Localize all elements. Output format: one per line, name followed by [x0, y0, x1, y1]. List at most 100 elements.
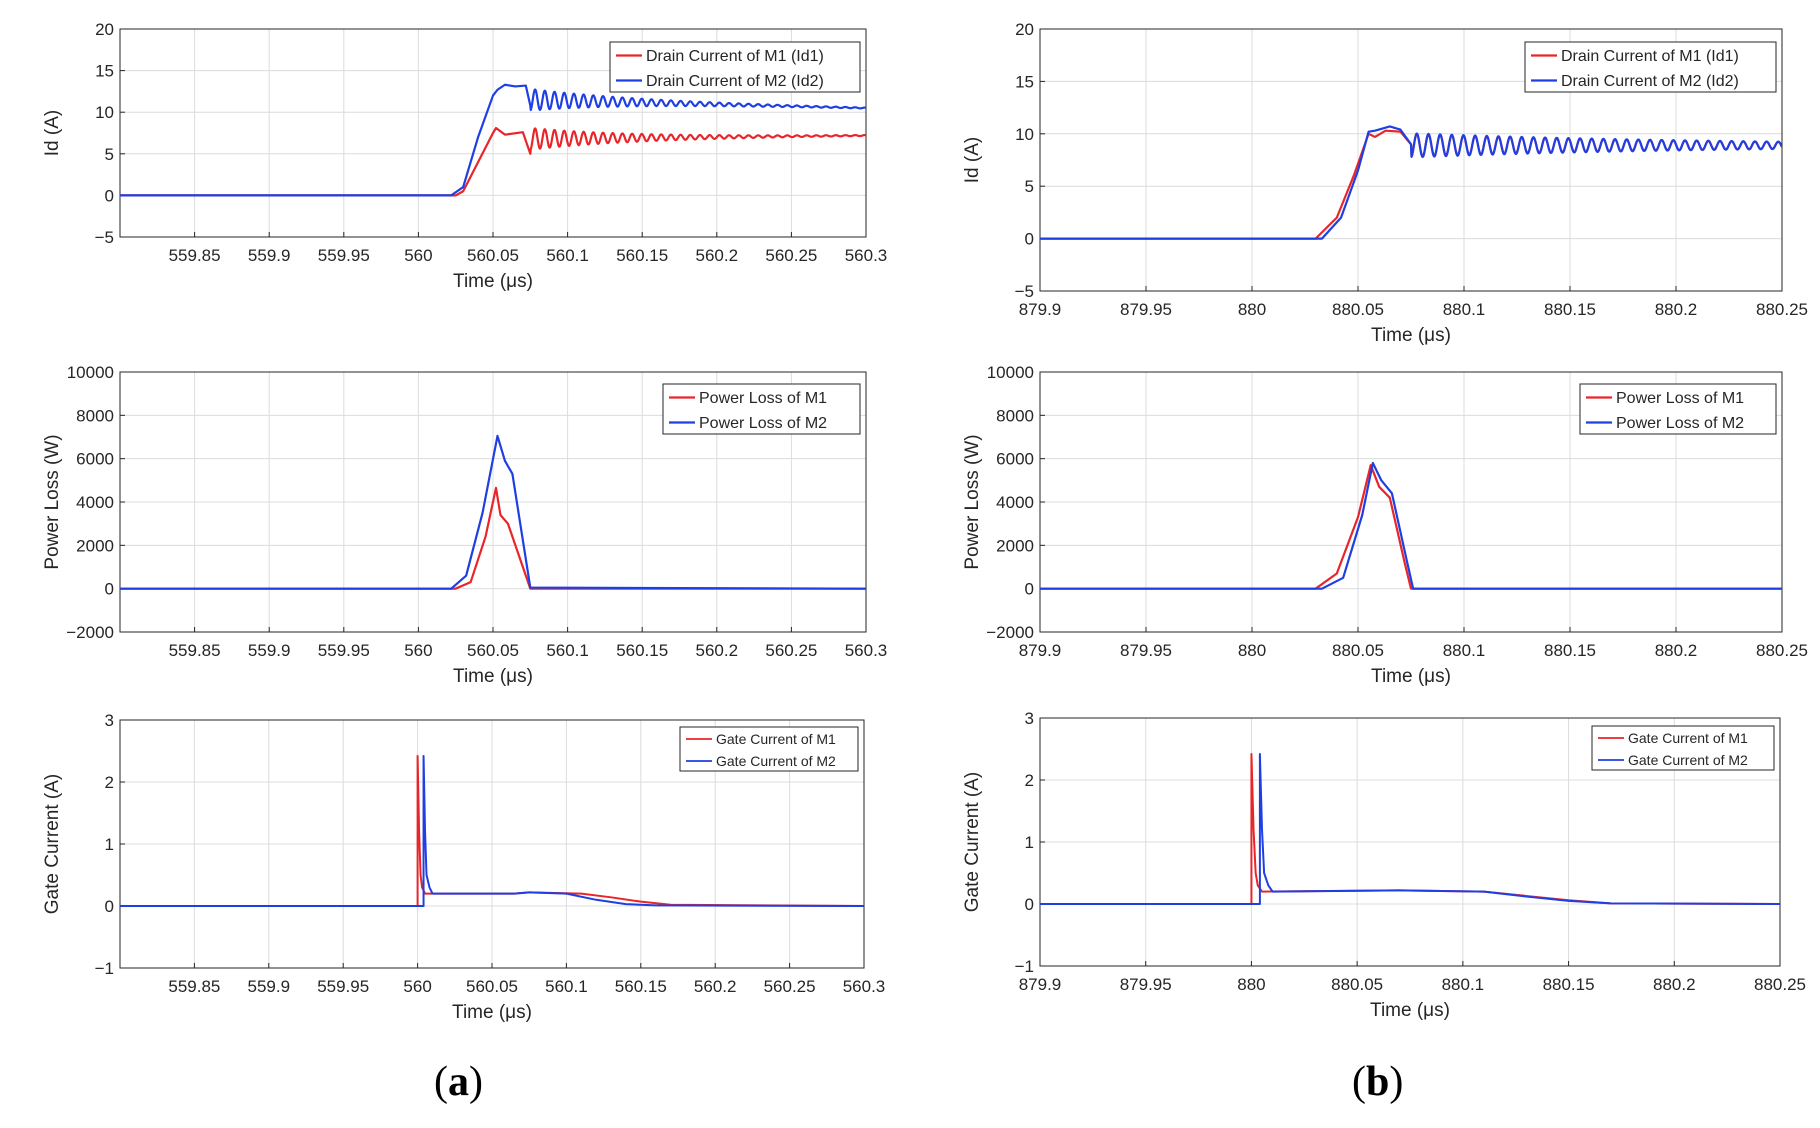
caption-b: (b) — [1352, 1059, 1404, 1105]
legend-label: Drain Current of M2 (Id2) — [646, 73, 824, 90]
x-tick-label: 560.05 — [467, 641, 519, 660]
x-axis-label: Time (μs) — [453, 666, 533, 687]
y-axis-label: Power Loss (W) — [42, 434, 63, 569]
y-tick-label: 6000 — [76, 450, 114, 469]
y-tick-label: 0 — [1025, 895, 1034, 914]
series-line-m1 — [1040, 464, 1782, 590]
y-tick-label: 15 — [1015, 72, 1034, 91]
y-tick-label: 3 — [1025, 709, 1034, 728]
x-tick-label: 560.1 — [546, 641, 589, 660]
x-tick-label: 560.15 — [615, 977, 667, 996]
y-tick-label: 2 — [105, 773, 114, 792]
chart-b-drain: 879.9 879.95 880 880.05 880.1 880.15 880.2 880.… — [962, 20, 1808, 346]
y-tick-label: 4000 — [76, 493, 114, 512]
x-tick-label: 879.95 — [1120, 300, 1172, 319]
legend-label: Drain Current of M1 (Id1) — [646, 48, 824, 65]
y-tick-label: 0 — [1025, 230, 1034, 249]
x-tick-label: 880.2 — [1655, 300, 1698, 319]
y-tick-label: 10000 — [67, 363, 114, 382]
x-tick-label: 880.25 — [1754, 975, 1806, 994]
y-tick-label: 4000 — [996, 493, 1034, 512]
x-tick-label: 560.25 — [765, 641, 817, 660]
y-tick-label: 0 — [105, 186, 114, 205]
x-tick-label: 560.15 — [616, 641, 668, 660]
legend-label: Gate Current of M1 — [716, 731, 836, 747]
series-line-m2 — [120, 434, 866, 590]
x-tick-label: 880.05 — [1332, 300, 1384, 319]
x-tick-label: 560.05 — [466, 977, 518, 996]
x-tick-label: 559.85 — [168, 977, 220, 996]
y-tick-label: −2000 — [66, 623, 114, 642]
y-axis-label: Gate Current (A) — [42, 774, 63, 914]
y-tick-label: 10 — [95, 103, 114, 122]
y-tick-label: 0 — [105, 897, 114, 916]
y-axis-label: Power Loss (W) — [962, 434, 983, 569]
y-tick-label: 1 — [105, 835, 114, 854]
x-tick-label: 879.9 — [1019, 975, 1062, 994]
x-tick-label: 880 — [1238, 300, 1266, 319]
x-axis-label: Time (μs) — [453, 271, 533, 292]
legend-label: Power Loss of M1 — [1616, 390, 1744, 407]
y-axis-label: Gate Current (A) — [962, 772, 983, 912]
x-tick-label: 880 — [1238, 641, 1266, 660]
y-tick-label: −5 — [1015, 282, 1034, 301]
x-tick-label: 560.3 — [845, 641, 888, 660]
x-tick-label: 560.2 — [696, 641, 739, 660]
x-tick-label: 880.1 — [1442, 975, 1485, 994]
y-tick-label: 15 — [95, 62, 114, 81]
y-tick-label: −1 — [1015, 957, 1034, 976]
x-tick-label: 880.25 — [1756, 641, 1808, 660]
y-tick-label: 5 — [105, 145, 114, 164]
x-tick-label: 559.85 — [169, 641, 221, 660]
y-tick-label: 8000 — [76, 406, 114, 425]
legend: Drain Current of M1 (Id1) Drain Current o… — [609, 41, 861, 93]
x-tick-label: 559.95 — [317, 977, 369, 996]
x-tick-label: 560.15 — [616, 246, 668, 265]
chart-b-gate: 879.9 879.95 880 880.05 880.1 880.15 880.2 880.… — [962, 709, 1806, 1021]
x-tick-label: 559.95 — [318, 641, 370, 660]
x-tick-label: 879.95 — [1120, 641, 1172, 660]
x-tick-label: 560 — [404, 246, 432, 265]
x-tick-label: 879.9 — [1019, 300, 1062, 319]
series-line-m1 — [120, 486, 866, 590]
y-axis-label: Id (A) — [42, 110, 63, 156]
y-tick-label: 1 — [1025, 833, 1034, 852]
series-line-m2 — [1040, 752, 1780, 905]
legend-label: Gate Current of M2 — [716, 753, 836, 769]
x-tick-label: 560.1 — [546, 246, 589, 265]
y-tick-label: −1 — [95, 959, 114, 978]
y-tick-label: −5 — [95, 228, 114, 247]
x-axis-label: Time (μs) — [1371, 666, 1451, 687]
x-tick-label: 560.3 — [845, 246, 888, 265]
x-tick-label: 560.3 — [843, 977, 886, 996]
legend-box — [1524, 41, 1777, 93]
y-tick-label: 6000 — [996, 450, 1034, 469]
x-tick-label: 880.15 — [1544, 300, 1596, 319]
x-tick-label: 560 — [403, 977, 431, 996]
legend-label: Gate Current of M2 — [1628, 752, 1748, 768]
y-tick-label: 20 — [95, 20, 114, 39]
legend-box — [662, 383, 861, 435]
y-tick-label: 5 — [1025, 177, 1034, 196]
x-axis-label: Time (μs) — [1371, 325, 1451, 346]
x-tick-label: 560.2 — [694, 977, 737, 996]
x-tick-label: 880.2 — [1655, 641, 1698, 660]
legend-label: Power Loss of M2 — [1616, 415, 1744, 432]
legend-label: Gate Current of M1 — [1628, 730, 1748, 746]
y-tick-label: 2000 — [996, 536, 1034, 555]
x-tick-label: 559.9 — [248, 246, 291, 265]
legend: Drain Current of M1 (Id1) Drain Current o… — [1524, 41, 1777, 93]
x-tick-label: 880.05 — [1331, 975, 1383, 994]
y-tick-label: 2000 — [76, 536, 114, 555]
y-tick-label: 0 — [1025, 580, 1034, 599]
x-tick-label: 880.15 — [1544, 641, 1596, 660]
x-tick-label: 559.9 — [248, 977, 291, 996]
legend-box — [1591, 725, 1775, 771]
legend-label: Power Loss of M1 — [699, 390, 827, 407]
caption-a: (a) — [434, 1059, 483, 1105]
legend-box — [609, 41, 861, 93]
legend: Power Loss of M1 Power Loss of M2 — [1579, 383, 1777, 435]
x-axis-label: Time (μs) — [1370, 1000, 1450, 1021]
legend-box — [679, 726, 859, 772]
